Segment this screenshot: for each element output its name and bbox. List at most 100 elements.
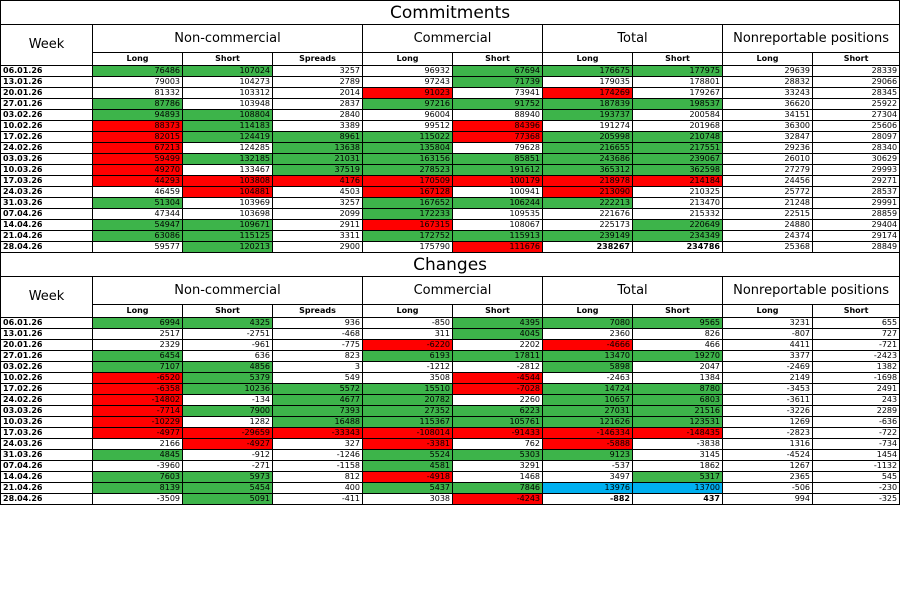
value-cell: 2149 — [722, 372, 813, 384]
value-cell: 178801 — [632, 76, 723, 88]
value-cell: 22515 — [722, 208, 813, 220]
value-cell: 179035 — [542, 76, 633, 88]
value-cell: 109535 — [452, 208, 543, 220]
week-cell: 31.03.26 — [0, 197, 93, 209]
table-row: 03.03.26 -7714 7900 7393 27352 6223 27031 21516… — [0, 405, 900, 417]
value-cell: -2823 — [722, 427, 813, 439]
value-cell: 24374 — [722, 230, 813, 242]
column-header: Long — [362, 304, 453, 318]
value-cell: 36620 — [722, 98, 813, 110]
value-cell: 2360 — [542, 328, 633, 340]
value-cell: 466 — [632, 339, 723, 351]
value-cell: -1158 — [272, 460, 363, 472]
value-cell: -411 — [272, 493, 363, 505]
value-cell: 96932 — [362, 65, 453, 77]
value-cell: -807 — [722, 328, 813, 340]
week-cell: 07.04.26 — [0, 208, 93, 220]
value-cell: -33343 — [272, 427, 363, 439]
value-cell: 54947 — [92, 219, 183, 231]
table-row: 28.04.26 -3509 5091 -411 3038 -4243 -882 437 994… — [0, 493, 900, 505]
value-cell: 2517 — [92, 328, 183, 340]
value-cell: -325 — [811, 493, 900, 505]
table-row: 24.03.26 46459 104881 4503 167128 100941 21309… — [0, 186, 900, 198]
week-cell: 03.02.26 — [0, 109, 93, 121]
value-cell: 5454 — [182, 482, 273, 494]
value-cell: -882 — [542, 493, 633, 505]
value-cell: 96004 — [362, 109, 453, 121]
value-cell: 28859 — [811, 208, 900, 220]
column-header: Short — [452, 52, 543, 66]
value-cell: 13470 — [542, 350, 633, 362]
value-cell: 210325 — [632, 186, 723, 198]
value-cell: -3381 — [362, 438, 453, 450]
week-cell: 20.01.26 — [0, 87, 93, 99]
value-cell: 132185 — [182, 153, 273, 165]
value-cell: 115125 — [182, 230, 273, 242]
value-cell: 100179 — [452, 175, 543, 187]
column-header: Short — [182, 304, 273, 318]
value-cell: 67213 — [92, 142, 183, 154]
value-cell: 5437 — [362, 482, 453, 494]
value-cell: 29404 — [811, 219, 900, 231]
week-cell: 17.02.26 — [0, 383, 93, 395]
value-cell: 239067 — [632, 153, 723, 165]
value-cell: 8961 — [272, 131, 363, 143]
value-cell: 16488 — [272, 416, 363, 428]
value-cell: -271 — [182, 460, 273, 472]
value-cell: 187839 — [542, 98, 633, 110]
value-cell: 28849 — [811, 241, 900, 253]
value-cell: 2789 — [272, 76, 363, 88]
value-cell: 4845 — [92, 449, 183, 461]
value-cell: 7846 — [452, 482, 543, 494]
value-cell: 214184 — [632, 175, 723, 187]
value-cell: 545 — [811, 471, 900, 483]
value-cell: -3453 — [722, 383, 813, 395]
group-total: Total — [542, 24, 723, 53]
week-cell: 03.03.26 — [0, 405, 93, 417]
value-cell: 103808 — [182, 175, 273, 187]
value-cell: 63086 — [92, 230, 183, 242]
value-cell: 400 — [272, 482, 363, 494]
value-cell: 108067 — [452, 219, 543, 231]
table-row: 07.04.26 -3960 -271 -1158 4581 3291 -537 1862 12… — [0, 460, 900, 472]
value-cell: 4411 — [722, 339, 813, 351]
week-cell: 13.01.26 — [0, 76, 93, 88]
week-cell: 10.03.26 — [0, 416, 93, 428]
value-cell: 1316 — [722, 438, 813, 450]
week-cell: 17.03.26 — [0, 427, 93, 439]
value-cell: 103969 — [182, 197, 273, 209]
value-cell: 2099 — [272, 208, 363, 220]
group-total: Total — [542, 276, 723, 305]
value-cell: 239149 — [542, 230, 633, 242]
value-cell: 327 — [272, 438, 363, 450]
value-cell: -722 — [811, 427, 900, 439]
table-row: 17.02.26 -6358 10236 5572 15510 -7028 14724 878… — [0, 383, 900, 395]
value-cell: 278523 — [362, 164, 453, 176]
value-cell: -148435 — [632, 427, 723, 439]
value-cell: 2202 — [452, 339, 543, 351]
week-cell: 03.03.26 — [0, 153, 93, 165]
value-cell: 88373 — [92, 120, 183, 132]
value-cell: -2812 — [452, 361, 543, 373]
value-cell: 2329 — [92, 339, 183, 351]
value-cell: -4243 — [452, 493, 543, 505]
table-row: 10.02.26 -6520 5379 549 3508 -4544 -2463 1384 21… — [0, 372, 900, 384]
value-cell: -108014 — [362, 427, 453, 439]
week-cell: 27.01.26 — [0, 350, 93, 362]
value-cell: 762 — [452, 438, 543, 450]
value-cell: 7900 — [182, 405, 273, 417]
table-row: 13.01.26 2517 -2751 -468 311 4045 2360 826 -807 7… — [0, 328, 900, 340]
value-cell: -4666 — [542, 339, 633, 351]
value-cell: 91023 — [362, 87, 453, 99]
value-cell: 812 — [272, 471, 363, 483]
value-cell: 25772 — [722, 186, 813, 198]
value-cell: 4395 — [452, 317, 543, 329]
table-row: 14.04.26 54947 109671 2911 167315 108067 22517… — [0, 219, 900, 231]
table-row: 10.03.26 -10229 1282 16488 115367 105761 12162… — [0, 416, 900, 428]
value-cell: 3291 — [452, 460, 543, 472]
value-cell: 6223 — [452, 405, 543, 417]
week-cell: 17.02.26 — [0, 131, 93, 143]
table-row: 28.04.26 59577 120213 2900 175790 111676 23826… — [0, 241, 900, 253]
table-row: 24.02.26 -14802 -134 4677 20782 2260 10657 6803… — [0, 394, 900, 406]
value-cell: 84396 — [452, 120, 543, 132]
